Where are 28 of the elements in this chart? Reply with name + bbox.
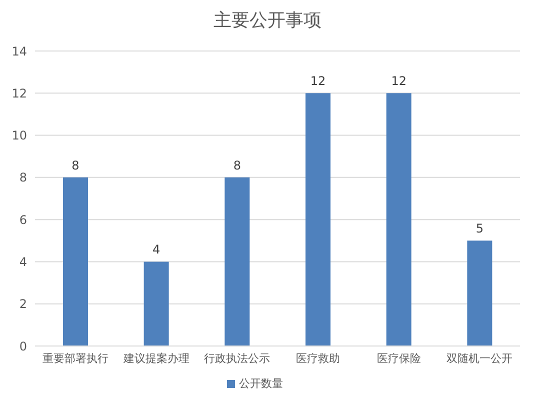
- data-label: 5: [476, 222, 484, 236]
- y-tick-label: 2: [19, 297, 27, 312]
- y-tick-label: 14: [12, 44, 27, 58]
- data-label: 12: [310, 74, 326, 88]
- x-tick-label: 重要部署执行: [42, 352, 108, 365]
- chart-title: 主要公开事项: [212, 9, 322, 32]
- bar: [63, 177, 88, 346]
- bar: [144, 262, 169, 346]
- y-tick-label: 12: [12, 86, 27, 100]
- x-tick-label: 医疗救助: [296, 352, 340, 365]
- bar: [386, 93, 412, 346]
- x-tick-label: 行政执法公示: [204, 352, 270, 365]
- legend-label: 公开数量: [239, 377, 283, 390]
- y-tick-label: 10: [12, 128, 27, 143]
- bar: [306, 93, 330, 346]
- bar: [467, 240, 492, 346]
- data-label: 4: [152, 242, 160, 257]
- y-tick-label: 8: [19, 170, 27, 185]
- y-tick-label: 6: [19, 212, 27, 227]
- data-label: 12: [391, 74, 406, 88]
- data-label: 8: [72, 158, 80, 172]
- x-tick-label: 双随机一公开: [446, 352, 513, 365]
- y-tick-label: 4: [19, 254, 27, 269]
- data-label: 8: [233, 158, 241, 172]
- bar: [224, 177, 250, 346]
- y-tick-label: 0: [19, 339, 27, 354]
- x-tick-label: 建议提案办理: [122, 352, 190, 365]
- x-tick-label: 医疗保险: [376, 352, 421, 365]
